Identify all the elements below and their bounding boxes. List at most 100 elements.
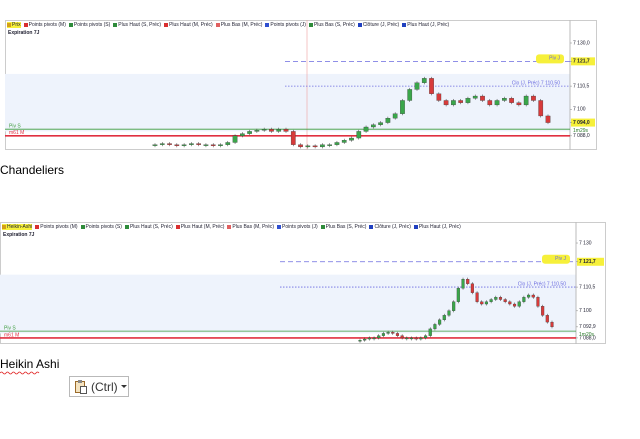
candle — [159, 143, 165, 145]
candle — [409, 337, 414, 340]
candle — [522, 297, 526, 302]
candle — [512, 303, 517, 307]
candle — [298, 144, 303, 148]
legend-item: Clôture (J, Préc) — [369, 224, 411, 230]
candle — [261, 129, 267, 131]
candle — [447, 310, 451, 316]
legend-swatch — [369, 225, 374, 229]
candle — [545, 115, 551, 123]
legend-swatch — [402, 23, 407, 27]
legend-swatch — [164, 23, 169, 27]
candle — [424, 335, 428, 339]
candle — [400, 335, 404, 339]
level-label: m61 M — [9, 130, 24, 136]
squiggle — [0, 371, 40, 375]
candle — [456, 288, 460, 302]
dropdown-caret — [120, 384, 127, 388]
countdown: 1m29s — [573, 128, 589, 134]
legend-swatch — [357, 23, 362, 27]
candle — [501, 98, 507, 101]
candle — [334, 142, 340, 145]
label-highlight — [571, 118, 595, 127]
legend-item: Points pivots (S) — [68, 22, 111, 28]
legend-label: Heikin-Ashi — [7, 224, 33, 230]
candle — [470, 283, 474, 293]
candle — [531, 95, 536, 101]
legend-label: Points pivots (J) — [270, 22, 306, 28]
candle — [484, 301, 488, 305]
legend-swatch — [23, 23, 28, 27]
legend-swatch — [175, 225, 180, 229]
candle — [290, 131, 296, 145]
candle — [545, 315, 549, 323]
candle — [341, 140, 347, 143]
legend-swatch — [68, 23, 73, 27]
legend-label: Points pivots (S) — [85, 224, 122, 230]
candle — [167, 143, 172, 145]
legend-label: Plus Haut (M, Préc) — [169, 22, 213, 28]
axis-label: 7 094,0 — [573, 120, 590, 126]
candle — [443, 100, 449, 106]
legend-swatch — [35, 225, 40, 229]
axis-label: 7 088,0 — [579, 335, 596, 341]
legend-item: Plus Haut (J, Préc) — [402, 22, 449, 28]
legend-item: Plus Haut (S, Préc) — [113, 22, 161, 28]
paste-options-button[interactable]: (Ctrl) — [69, 376, 129, 397]
legend-swatch — [277, 225, 282, 229]
legend-item: Plus Haut (M, Préc) — [175, 224, 224, 230]
candle — [516, 102, 522, 106]
candle — [239, 133, 245, 136]
axis-label: 7 110,5 — [573, 83, 590, 89]
legend-label: Plus Bas (S, Préc) — [325, 224, 367, 230]
expiration: Expiration 7J — [8, 30, 40, 36]
axis-label: 7 088,0 — [573, 133, 590, 139]
candle — [385, 118, 391, 123]
candle — [523, 95, 529, 106]
legend-swatch — [413, 225, 418, 229]
legend-label: Points pivots (J) — [282, 224, 318, 230]
legend-item: Heikin-Ashi — [2, 224, 33, 230]
candle — [174, 144, 180, 146]
legend-swatch — [124, 225, 129, 229]
legend-item: Points pivots (J) — [277, 224, 318, 230]
candle — [466, 279, 470, 284]
legend-swatch — [308, 23, 313, 27]
spelling-underline — [0, 371, 40, 375]
candle — [480, 301, 484, 305]
candle — [210, 144, 216, 146]
candle — [498, 297, 503, 300]
level-label: Piv J — [555, 256, 566, 262]
legend-swatch — [227, 225, 232, 229]
candle — [428, 328, 432, 336]
chart-figure: 7 130 7 121,7 7 110,5 7 100 7 092,9 7 088,0 Pi… — [0, 222, 606, 344]
candle — [414, 337, 418, 340]
countdown: 1m20s — [579, 332, 595, 338]
legend-label: Plus Haut (S, Préc) — [129, 224, 173, 230]
legend-label: Points pivots (M) — [40, 224, 78, 230]
candle — [189, 143, 194, 145]
candle — [395, 333, 400, 336]
caption: Heikin Ashi — [0, 357, 60, 371]
candle — [509, 98, 514, 103]
candle — [436, 93, 442, 101]
candle — [392, 113, 398, 119]
candle — [152, 144, 158, 146]
legend-swatch — [7, 23, 11, 27]
chart-figure: 7 130,0 7 121,7 7 110,5 7 100 7 094,0 7 088,0… — [5, 20, 597, 150]
legend-label: Prix — [12, 22, 21, 28]
candle — [218, 144, 223, 146]
candle — [232, 135, 238, 143]
candle — [312, 145, 318, 148]
candle — [247, 131, 252, 134]
candle — [254, 130, 260, 132]
candle — [452, 301, 456, 311]
legend-item: Plus Bas (S, Préc) — [308, 22, 355, 28]
axis-label: 7 100 — [573, 107, 586, 113]
legend-label: Clôture (J, Préc) — [374, 224, 411, 230]
level-label: Clo (J, Préc) 7 110,50 — [518, 281, 566, 287]
candle — [465, 98, 471, 103]
candle — [391, 332, 395, 334]
legend-label: Points pivots (S) — [73, 22, 111, 28]
label-highlight — [577, 257, 604, 266]
